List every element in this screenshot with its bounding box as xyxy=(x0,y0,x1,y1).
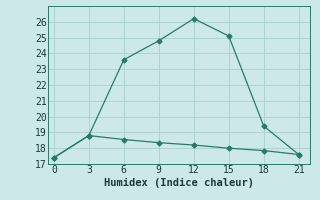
X-axis label: Humidex (Indice chaleur): Humidex (Indice chaleur) xyxy=(104,178,254,188)
